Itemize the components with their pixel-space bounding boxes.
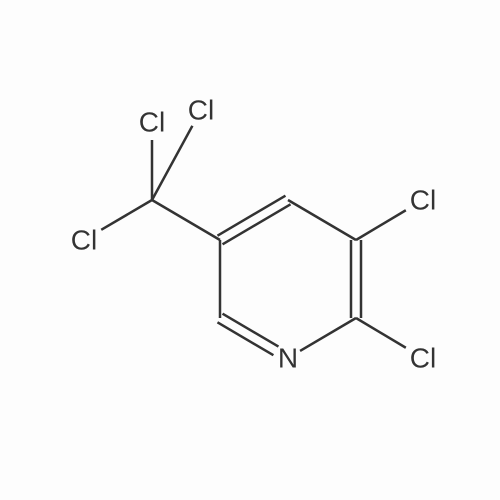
molecule-diagram: N Cl Cl Cl Cl Cl [0, 0, 500, 500]
cl-atom-label: Cl [410, 343, 436, 374]
cl-atom-label: Cl [71, 225, 97, 256]
cl-atom-label: Cl [139, 107, 165, 138]
cl-atom-label: Cl [410, 185, 436, 216]
cl-atom-label: Cl [188, 95, 214, 126]
n-atom-label: N [278, 343, 298, 374]
